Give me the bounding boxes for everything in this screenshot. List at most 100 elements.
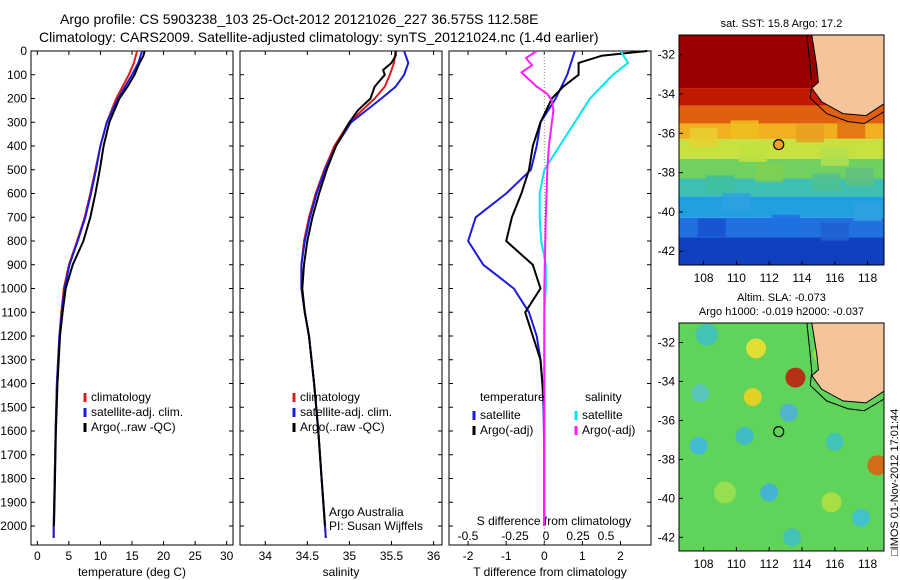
sst-cell [853,202,882,221]
difference-panel: -2 -1 0 1 2 T difference from climatology -0.5… [448,50,652,579]
x-tick-label: 0 [541,549,548,563]
y-tick-label: -42 [658,244,676,258]
sst-band [679,196,884,218]
sst-cell [796,124,825,143]
annotation-text: Argo Australia [329,505,404,519]
sst-cell [820,147,849,166]
argo-location-marker [773,138,785,151]
sst-cell [730,120,759,139]
sla-blob [852,508,871,527]
y-tick-label: -40 [658,491,676,505]
sla-blob [713,481,736,504]
sla-blob [691,384,710,403]
y-tick-label: -36 [658,126,676,140]
map-title: Argo h1000: -0.019 h2000: -0.037 [699,306,864,318]
map-frame [678,34,885,266]
sst-cell [771,214,800,233]
y-tick-label: 100 [7,68,27,82]
x-tick-label: 10 [94,549,108,563]
sla-blob [779,403,798,422]
sla-blob [746,338,767,359]
sst-cell [706,175,734,194]
y-tick-label: 500 [7,163,27,177]
legend-label: satellite-adj. clim. [91,405,183,419]
y-tick-label: 600 [7,187,27,201]
y-tick-label: -32 [658,48,676,62]
y-tick-label: 1100 [1,305,27,319]
x-tick-label: 118 [858,271,877,285]
y-tick-label: -34 [658,87,676,101]
y-tick-label: 700 [7,210,27,224]
y-tick-label: -36 [658,413,676,427]
series-line [53,50,146,527]
sst-map-panel: 108 110 112 114 116 118 -32 -34 -36 -38 -40 -42 sat.… [658,18,885,285]
sla-blob [743,388,762,407]
x-tick-label: 34 [259,549,273,563]
sst-cell [845,167,874,186]
legend-label: satellite [480,408,521,422]
map-title: sat. SST: 15.8 Argo: 17.2 [721,18,843,30]
annotation-text: PI: Susan Wijffels [329,519,423,533]
y-tick-label: 1600 [0,424,27,438]
x-tick-label: 1 [579,549,586,563]
sst-cell [738,143,767,162]
y-tick-label: -34 [658,374,676,388]
sst-cell [755,163,784,182]
series-line [520,50,555,526]
legend-label: Argo(..raw -QC) [300,420,385,434]
sst-cell [820,222,849,241]
x-tick-label: 30 [220,549,234,563]
y-tick-label: -38 [658,166,676,180]
y-tick-label: 2000 [0,519,27,533]
x-tick-label: 118 [858,557,877,571]
x-tick-label: 36 [427,549,441,563]
legend-title: temperature [480,390,545,404]
x-tick-label: 5 [66,549,73,563]
y-tick-label: 300 [7,115,27,129]
sla-map-panel: 108 110 112 114 116 118 -32 -34 -36 -38 -40 -42 Alti… [658,292,900,571]
sla-blob [785,367,806,388]
shelf-contour [806,323,884,412]
y-tick-label: 200 [7,92,27,106]
sst-cell [812,173,841,192]
sst-band [679,237,884,265]
map-title: Altim. SLA: -0.073 [737,292,826,304]
difference-frame [448,50,652,546]
legend-label: Argo(-adj) [582,423,635,437]
x-axis-label: salinity [323,565,360,579]
argo-location-marker [773,426,785,438]
x-axis-label: T difference from climatology [473,565,627,579]
figure-title-line-1: Argo profile: CS 5903238_103 25-Oct-2012… [60,11,539,27]
legend-label: satellite [582,408,623,422]
x-tick-label: 110 [727,271,746,285]
sst-band [679,105,884,124]
x-tick-label: 114 [792,557,811,571]
sla-blob [821,492,842,513]
x-tick-label: 25 [188,549,202,563]
legend-label: climatology [300,390,360,404]
x-tick-label: 34.5 [296,549,320,563]
top-axis-tick-label: 0.5 [598,529,615,543]
x-tick-label: 108 [694,557,714,571]
x-tick-label: 108 [694,271,714,285]
x-axis-label: temperature (deg C) [78,565,186,579]
top-axis-tick-label: 0.25 [566,529,590,543]
salinity-panel: 34 34.5 35 35.5 36 salinity climatologysatelli… [239,50,443,579]
temperature-panel: 0 5 10 15 20 25 300100200300400500600700800900… [0,44,233,579]
x-tick-label: 110 [727,557,746,571]
y-tick-label: 1300 [0,353,27,367]
y-tick-label: 1900 [0,495,27,509]
y-tick-label: -42 [658,530,676,544]
legend-label: Argo(..raw -QC) [91,420,176,434]
x-tick-label: 116 [825,557,844,571]
y-tick-label: 0 [20,44,27,58]
sst-cell [722,193,751,212]
y-tick-label: 1800 [0,472,27,486]
top-axis-tick-label: -0.5 [458,529,479,543]
legend-title: salinity [585,390,622,404]
sst-cell [697,218,726,237]
sst-band [679,123,884,140]
x-tick-label: -2 [463,549,474,563]
sla-blob [695,323,718,346]
